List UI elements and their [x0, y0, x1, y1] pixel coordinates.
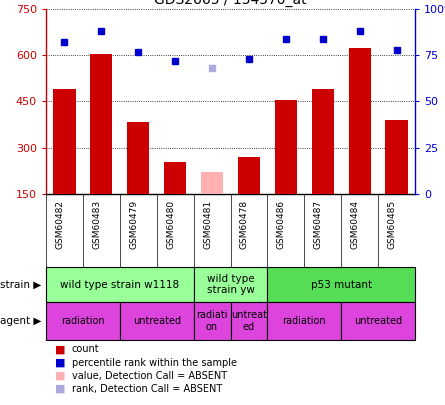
Text: GSM60479: GSM60479 — [129, 200, 138, 249]
Text: GSM60485: GSM60485 — [388, 200, 396, 249]
Bar — [201, 173, 223, 194]
Bar — [231, 302, 267, 340]
Bar — [194, 267, 267, 302]
Text: GSM60486: GSM60486 — [277, 200, 286, 249]
Text: radiation: radiation — [61, 316, 105, 326]
Text: ■: ■ — [55, 358, 65, 367]
Text: p53 mutant: p53 mutant — [311, 279, 372, 290]
Bar — [341, 302, 415, 340]
Text: GSM60481: GSM60481 — [203, 200, 212, 249]
Text: untreated: untreated — [354, 316, 402, 326]
Bar — [267, 267, 415, 302]
Bar — [127, 122, 150, 194]
Text: ■: ■ — [55, 344, 65, 354]
Text: GSM60483: GSM60483 — [93, 200, 101, 249]
Bar — [164, 162, 186, 194]
Text: GSM60482: GSM60482 — [56, 200, 65, 249]
Text: GSM60480: GSM60480 — [166, 200, 175, 249]
Text: rank, Detection Call = ABSENT: rank, Detection Call = ABSENT — [72, 384, 222, 394]
Text: GSM60484: GSM60484 — [351, 200, 360, 249]
Bar — [194, 302, 231, 340]
Text: GSM60487: GSM60487 — [314, 200, 323, 249]
Text: GSM60478: GSM60478 — [240, 200, 249, 249]
Title: GDS2665 / 154570_at: GDS2665 / 154570_at — [154, 0, 307, 6]
Text: untreated: untreated — [133, 316, 181, 326]
Text: wild type
strain yw: wild type strain yw — [206, 274, 255, 295]
Bar — [312, 89, 334, 194]
Text: wild type strain w1118: wild type strain w1118 — [60, 279, 179, 290]
Bar — [348, 47, 371, 194]
Text: untreat
ed: untreat ed — [231, 310, 267, 332]
Bar — [46, 302, 120, 340]
Text: radiation: radiation — [283, 316, 326, 326]
Text: ■: ■ — [55, 371, 65, 381]
Text: value, Detection Call = ABSENT: value, Detection Call = ABSENT — [72, 371, 227, 381]
Bar — [46, 267, 194, 302]
Text: strain ▶: strain ▶ — [0, 279, 41, 290]
Bar — [385, 120, 408, 194]
Bar — [267, 302, 341, 340]
Text: ■: ■ — [55, 384, 65, 394]
Bar — [238, 157, 260, 194]
Bar — [120, 302, 194, 340]
Text: percentile rank within the sample: percentile rank within the sample — [72, 358, 237, 367]
Text: radiati
on: radiati on — [196, 310, 228, 332]
Bar — [90, 54, 113, 194]
Text: count: count — [72, 344, 99, 354]
Text: agent ▶: agent ▶ — [0, 316, 41, 326]
Bar — [53, 89, 76, 194]
Bar — [275, 100, 297, 194]
